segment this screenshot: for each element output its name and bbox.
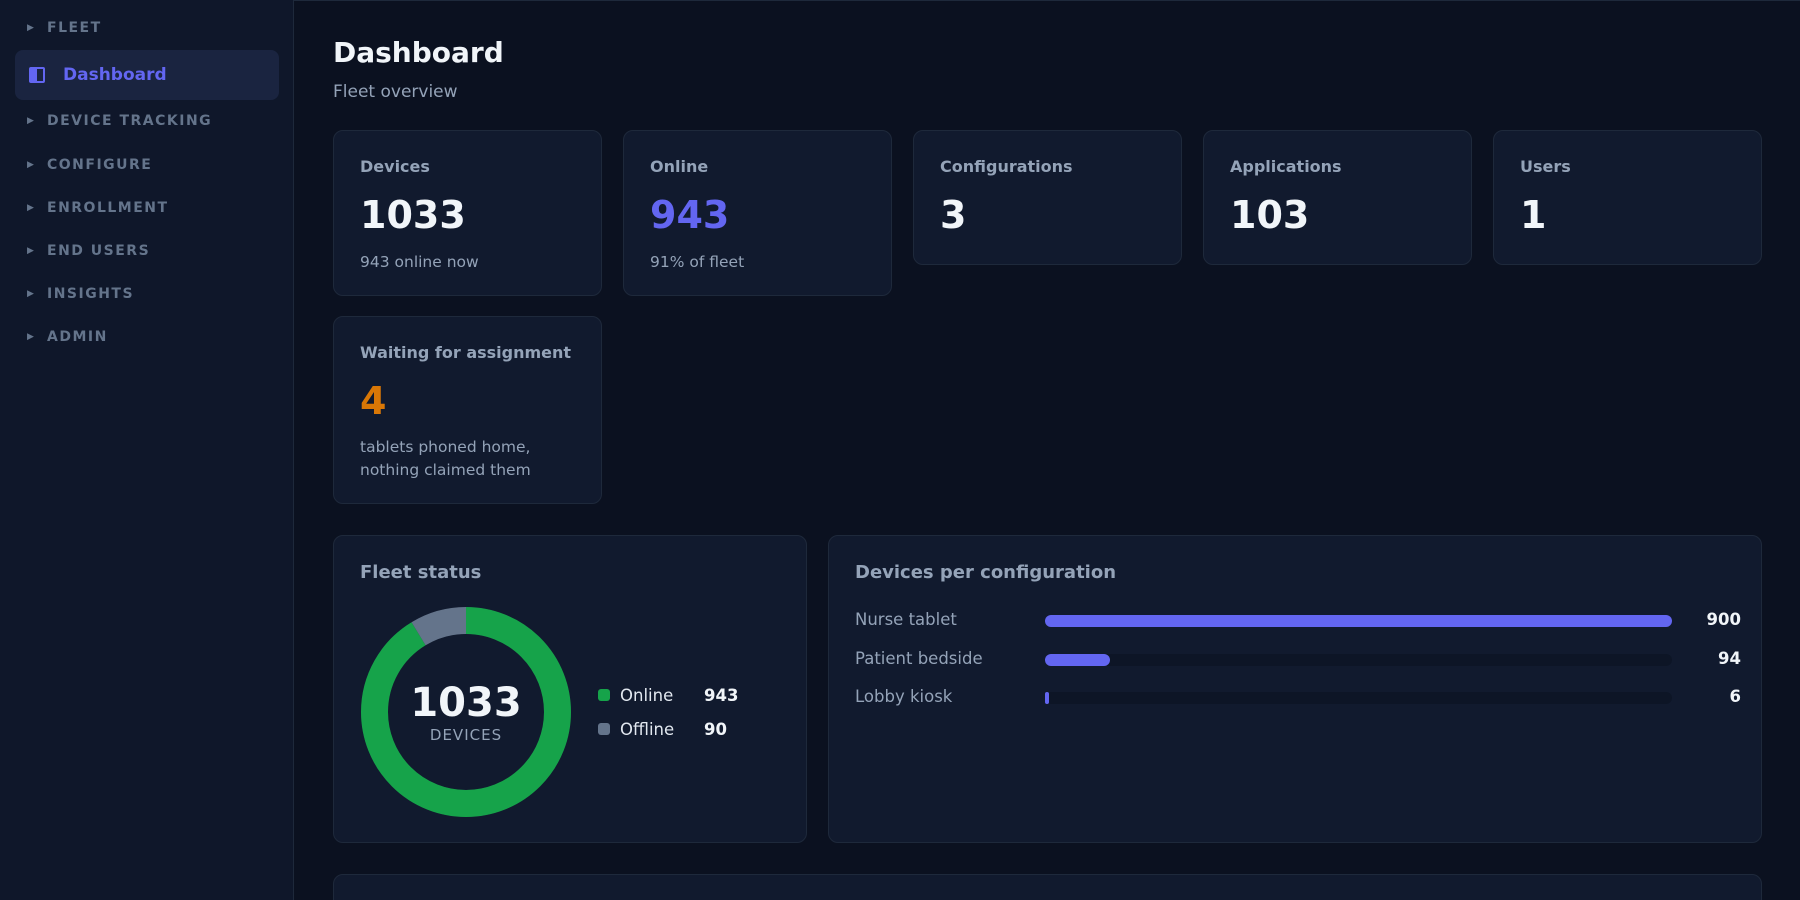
nav-section-insights[interactable]: ▶ INSIGHTS [27,284,134,304]
nav-section-label: CONFIGURE [47,157,153,173]
config-bar-row: Lobby kiosk 6 [855,685,1741,709]
nav-section-label: INSIGHTS [47,286,135,302]
nav-section-device-tracking[interactable]: ▶ DEVICE TRACKING [27,111,212,131]
stat-value: 4 [360,379,387,423]
page-title: Dashboard [333,36,504,69]
config-bar-row: Patient bedside 94 [855,647,1741,671]
caret-right-icon: ▶ [27,116,34,126]
panel-title: Devices per configuration [855,562,1117,583]
nav-section-label: DEVICE TRACKING [47,113,213,129]
config-name: Lobby kiosk [855,687,953,706]
legend-label: Offline [620,719,675,739]
config-count: 94 [1718,649,1741,668]
bottom-panel [333,874,1762,900]
stat-value: 1 [1520,193,1547,237]
donut-svg [361,607,571,817]
stat-label: Configurations [940,157,1073,176]
legend-value: 90 [704,719,727,739]
config-bar-row: Nurse tablet 900 [855,608,1741,632]
stat-label: Online [650,157,709,176]
nav-section-fleet[interactable]: ▶ FLEET [27,18,102,38]
stat-value: 103 [1230,193,1310,237]
bar-fill [1045,692,1050,704]
stat-label: Applications [1230,157,1342,176]
caret-right-icon: ▶ [27,203,34,213]
devices-per-config-panel: Devices per configuration Nurse tablet 9… [828,535,1762,843]
legend-item-online: Online 943 [598,684,738,706]
stat-value: 3 [940,193,967,237]
stat-note: 91% of fleet [650,253,745,271]
stat-note: tablets phoned home, nothing claimed the… [360,436,531,482]
legend-label: Online [620,685,674,705]
stat-value: 1033 [360,193,466,237]
stat-card-devices: Devices 1033 943 online now [333,130,602,296]
bar-fill [1045,615,1672,627]
fleet-status-panel: Fleet status 1033 DEVICES Online 943 Off… [333,535,807,843]
nav-section-admin[interactable]: ▶ ADMIN [27,327,108,347]
top-border [0,0,1800,1]
config-count: 6 [1729,687,1741,706]
stat-value: 943 [650,193,730,237]
stat-card-online: Online 943 91% of fleet [623,130,892,296]
caret-right-icon: ▶ [27,246,34,256]
legend-item-offline: Offline 90 [598,718,727,740]
nav-section-label: END USERS [47,243,151,259]
bar-track [1045,692,1672,704]
legend-swatch [598,689,610,701]
stat-note-line: nothing claimed them [360,461,531,479]
legend-swatch [598,723,610,735]
legend-value: 943 [704,685,739,705]
sidebar-panel-icon [29,67,45,83]
stat-note-line: tablets phoned home, [360,438,531,456]
stat-label: Users [1520,157,1571,176]
donut-total: 1033 [410,680,522,726]
stat-card-waiting: Waiting for assignment 4 tablets phoned … [333,316,602,504]
config-name: Patient bedside [855,649,983,668]
sidebar-item-label: Dashboard [63,65,167,85]
sidebar: ▶ FLEET Dashboard ▶ DEVICE TRACKING ▶ CO… [0,0,294,900]
config-name: Nurse tablet [855,610,957,629]
nav-section-end-users[interactable]: ▶ END USERS [27,241,150,261]
caret-right-icon: ▶ [27,160,34,170]
stat-card-users: Users 1 [1493,130,1762,265]
bar-track [1045,615,1672,627]
fleet-donut-chart: 1033 DEVICES [360,606,572,818]
page-subtitle: Fleet overview [333,82,458,102]
nav-section-label: ENROLLMENT [47,200,169,216]
nav-section-configure[interactable]: ▶ CONFIGURE [27,155,152,175]
bar-fill [1045,654,1111,666]
nav-section-label: ADMIN [47,329,108,345]
nav-section-label: FLEET [47,20,102,36]
caret-right-icon: ▶ [27,332,34,342]
config-count: 900 [1706,610,1741,629]
sidebar-item-dashboard[interactable]: Dashboard [15,50,279,100]
donut-segment-offline [361,607,571,817]
caret-right-icon: ▶ [27,23,34,33]
nav-section-enrollment[interactable]: ▶ ENROLLMENT [27,198,169,218]
stat-card-applications: Applications 103 [1203,130,1472,265]
bar-track [1045,654,1672,666]
donut-total-label: DEVICES [429,726,503,744]
stat-note: 943 online now [360,253,479,271]
caret-right-icon: ▶ [27,289,34,299]
stat-label: Waiting for assignment [360,343,572,362]
panel-title: Fleet status [360,562,482,583]
stat-label: Devices [360,157,430,176]
stat-card-configurations: Configurations 3 [913,130,1182,265]
